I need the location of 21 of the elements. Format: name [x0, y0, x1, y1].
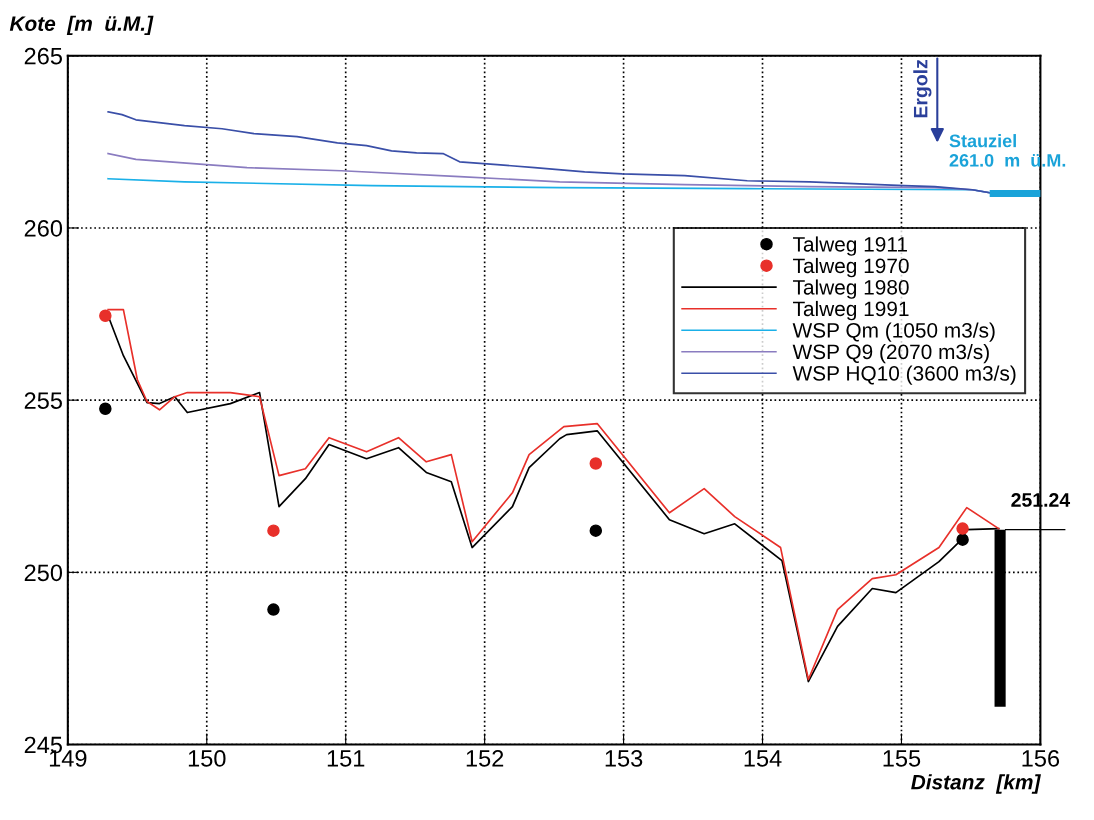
y-tick-label: 265 — [24, 47, 62, 65]
x-tick-label: 155 — [883, 750, 921, 767]
y-axis-title: Kote [m ü.M.] — [9, 15, 154, 36]
x-tick-label: 152 — [466, 750, 504, 767]
legend-label: Talweg 1991 — [793, 300, 909, 321]
legend-label: Talweg 1980 — [793, 279, 909, 299]
legend-label: Talweg 1970 — [793, 257, 909, 278]
y-tick-label: 255 — [24, 392, 62, 409]
x-tick-label: 153 — [605, 750, 643, 767]
legend-label: WSP HQ10 (3600 m3/s) — [792, 365, 1016, 385]
x-tick-label: 156 — [1022, 750, 1060, 767]
legend-label: WSP Q9 (2070 m3/s) — [792, 343, 989, 364]
legend-label: WSP Qm (1050 m3/s) — [792, 322, 995, 342]
y-tick-label: 260 — [24, 220, 63, 237]
x-tick-label: 150 — [188, 750, 226, 767]
y-tick-label: 250 — [24, 564, 63, 582]
x-tick-label: 151 — [327, 750, 365, 767]
legend-label: Talweg 1911 — [793, 236, 907, 256]
x-axis-title: Distanz [km] — [911, 774, 1041, 794]
x-tick-label: 154 — [744, 750, 782, 767]
annotation: Ergolz — [913, 59, 932, 118]
